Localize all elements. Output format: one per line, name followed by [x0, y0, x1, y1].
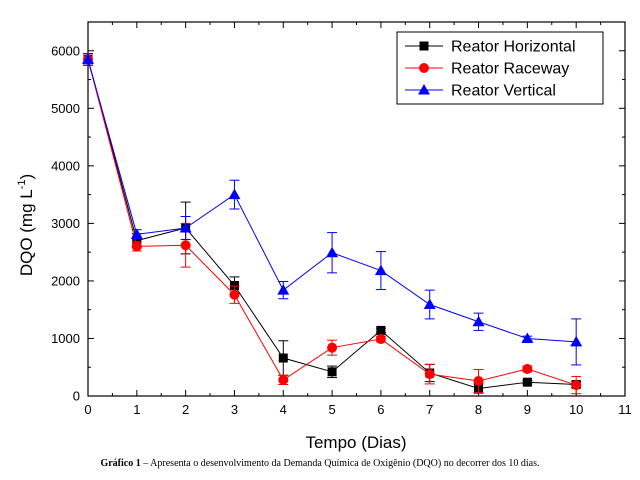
y-axis-label-superscript: -1 [16, 179, 28, 189]
data-point [374, 264, 387, 276]
x-tick-label: 10 [569, 402, 583, 417]
y-tick-label: 5000 [51, 101, 80, 116]
series-line [87, 59, 577, 386]
legend-marker [418, 84, 430, 95]
y-tick-label: 1000 [51, 331, 80, 346]
data-point [179, 221, 192, 233]
data-point [228, 188, 241, 200]
caption-text: – Apresenta o desenvolvimento da Demanda… [140, 458, 540, 469]
series-reator-raceway [83, 53, 582, 395]
data-point [327, 342, 338, 353]
y-axis-label-end: ) [17, 174, 36, 180]
x-tick-label: 1 [133, 402, 140, 417]
y-tick-label: 4000 [51, 158, 80, 173]
data-point [229, 281, 239, 291]
legend: Reator Horizontal Reator Raceway Reator Ve… [396, 31, 604, 105]
series-line [87, 59, 577, 390]
data-point [424, 369, 435, 380]
data-point [522, 377, 532, 387]
data-point [522, 363, 533, 374]
data-point [375, 334, 386, 345]
data-point [229, 289, 240, 300]
x-tick-label: 0 [84, 402, 91, 417]
x-axis-label: Tempo (Dias) [305, 433, 406, 452]
x-tick-label: 6 [377, 402, 384, 417]
x-tick-label: 3 [231, 402, 238, 417]
data-point [180, 240, 191, 251]
data-point [327, 367, 337, 377]
data-point [131, 241, 142, 252]
plot-axes: 0 1 2 3 4 5 6 7 8 9 10 11 0 1000 2000 3000 4000 5000 6000 [51, 21, 632, 417]
legend-entry: Reator Raceway [451, 61, 569, 78]
x-tick-label: 9 [524, 402, 531, 417]
x-tick-label: 11 [618, 402, 632, 417]
data-point [277, 284, 290, 295]
legend-marker [419, 41, 429, 51]
x-tick-label: 8 [475, 402, 482, 417]
data-point [571, 380, 582, 391]
x-tick-label: 7 [426, 402, 433, 417]
series-reator-vertical [82, 53, 583, 366]
y-tick-label: 6000 [51, 43, 80, 58]
data-point [132, 236, 142, 246]
y-tick-label: 3000 [51, 216, 80, 231]
data-point [376, 325, 386, 335]
data-point [130, 228, 143, 239]
y-tick-label: 0 [73, 389, 80, 404]
caption-label: Gráfico 1 [100, 458, 141, 469]
dqo-line-chart: 0 1 2 3 4 5 6 7 8 9 10 110100020003000400050006000 … [16, 21, 632, 452]
data-point [472, 315, 485, 327]
y-axis-label-main: DQO (mg L [17, 189, 36, 276]
legend-marker [419, 63, 429, 73]
data-point [326, 246, 339, 258]
data-point [278, 374, 289, 385]
data-point [521, 332, 534, 343]
x-tick-label: 5 [328, 402, 335, 417]
data-point [570, 335, 583, 347]
x-tick-label: 4 [280, 402, 287, 417]
data-point [82, 53, 94, 64]
data-point [423, 298, 436, 310]
data-point [278, 353, 288, 363]
series-layer [82, 53, 583, 395]
y-tick-label: 2000 [51, 273, 80, 288]
x-tick-label: 2 [182, 402, 189, 417]
data-point [473, 376, 484, 387]
y-axis-label: DQO (mg L-1) [16, 174, 36, 276]
legend-entry: Reator Horizontal [451, 39, 576, 56]
figure-caption: Gráfico 1 – Apresenta o desenvolvimento … [0, 458, 640, 469]
legend-entry: Reator Vertical [451, 83, 556, 100]
